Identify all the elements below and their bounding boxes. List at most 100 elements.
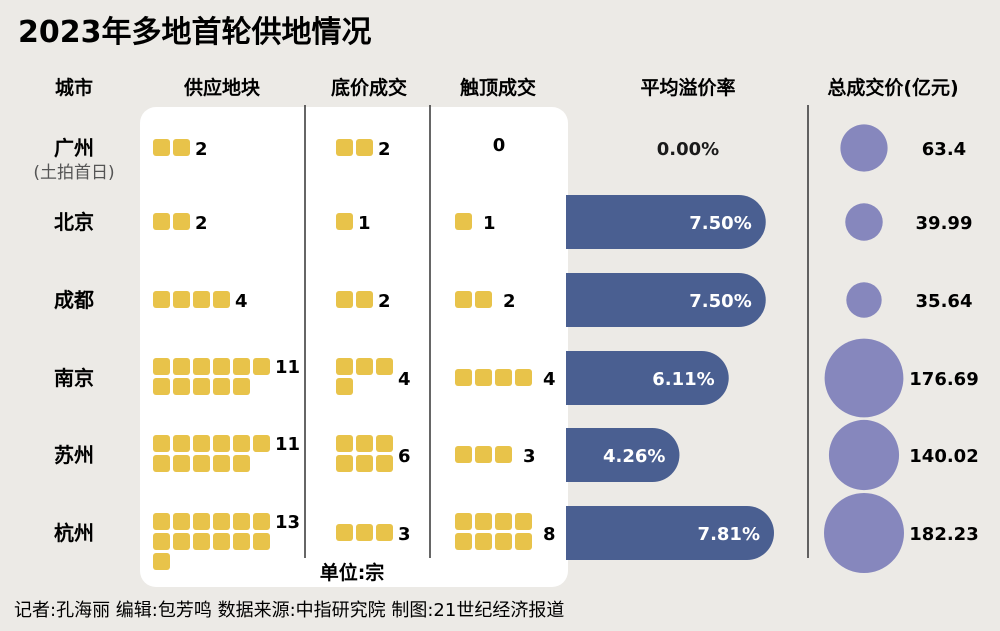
city-label: 南京 bbox=[54, 366, 94, 390]
supply-block bbox=[233, 533, 250, 550]
top-block bbox=[475, 446, 492, 463]
top-block bbox=[455, 291, 472, 308]
floor-count: 6 bbox=[398, 446, 411, 467]
total-label: 182.23 bbox=[909, 524, 978, 545]
supply-block bbox=[173, 455, 190, 472]
supply-block bbox=[153, 533, 170, 550]
total-bubble bbox=[845, 203, 883, 241]
premium-label: 4.26% bbox=[603, 446, 665, 467]
supply-block bbox=[213, 513, 230, 530]
premium-bar bbox=[566, 428, 680, 482]
floor-block bbox=[336, 524, 353, 541]
floor-count: 2 bbox=[378, 139, 391, 160]
total-label: 176.69 bbox=[909, 369, 978, 390]
total-bubble bbox=[828, 419, 900, 491]
credits: 记者:孔海丽 编辑:包芳鸣 数据来源:中指研究院 制图:21世纪经济报道 bbox=[14, 600, 564, 621]
floor-block bbox=[336, 139, 353, 156]
floor-block bbox=[356, 358, 373, 375]
city-label: 广州 bbox=[54, 136, 94, 160]
supply-block bbox=[173, 533, 190, 550]
floor-block bbox=[376, 435, 393, 452]
floor-block bbox=[376, 358, 393, 375]
top-block bbox=[515, 369, 532, 386]
supply-block bbox=[173, 291, 190, 308]
floor-block bbox=[376, 455, 393, 472]
top-block bbox=[455, 533, 472, 550]
supply-block bbox=[253, 435, 270, 452]
supply-block bbox=[253, 513, 270, 530]
supply-count: 2 bbox=[195, 213, 208, 234]
total-bubble bbox=[824, 493, 904, 573]
total-label: 35.64 bbox=[916, 291, 973, 312]
supply-count: 4 bbox=[235, 291, 248, 312]
supply-block bbox=[193, 455, 210, 472]
supply-block bbox=[153, 435, 170, 452]
header-supply: 供应地块 bbox=[183, 76, 261, 99]
top-block bbox=[455, 213, 472, 230]
supply-count: 2 bbox=[195, 139, 208, 160]
supply-block bbox=[233, 513, 250, 530]
total-label: 39.99 bbox=[916, 213, 973, 234]
premium-bar bbox=[566, 195, 766, 249]
city-label: 成都 bbox=[54, 288, 94, 312]
premium-label: 7.81% bbox=[698, 524, 760, 545]
premium-bar bbox=[566, 506, 774, 560]
top-block bbox=[455, 369, 472, 386]
premium-label: 6.11% bbox=[652, 369, 714, 390]
supply-block bbox=[153, 358, 170, 375]
supply-count: 11 bbox=[275, 434, 300, 455]
floor-block bbox=[356, 455, 373, 472]
header-total: 总成交价(亿元) bbox=[827, 76, 958, 99]
top-block bbox=[475, 291, 492, 308]
top-block bbox=[495, 533, 512, 550]
total-bubble bbox=[824, 338, 904, 418]
city-label: 杭州 bbox=[54, 521, 94, 545]
floor-block bbox=[336, 435, 353, 452]
floor-block bbox=[336, 378, 353, 395]
supply-block bbox=[213, 455, 230, 472]
supply-block bbox=[153, 291, 170, 308]
header-top: 触顶成交 bbox=[460, 76, 536, 99]
total-bubble bbox=[846, 282, 882, 318]
floor-count: 2 bbox=[378, 291, 391, 312]
supply-block bbox=[153, 378, 170, 395]
total-bubble bbox=[840, 124, 888, 172]
premium-label: 7.50% bbox=[689, 291, 751, 312]
floor-count: 1 bbox=[358, 213, 371, 234]
supply-block bbox=[173, 358, 190, 375]
top-block bbox=[515, 513, 532, 530]
supply-block bbox=[173, 513, 190, 530]
supply-block bbox=[153, 513, 170, 530]
top-block bbox=[495, 446, 512, 463]
supply-block bbox=[193, 358, 210, 375]
floor-block bbox=[356, 291, 373, 308]
supply-block bbox=[253, 358, 270, 375]
top-block bbox=[455, 446, 472, 463]
header-city: 城市 bbox=[55, 76, 93, 99]
premium-bar bbox=[566, 351, 729, 405]
top-count: 8 bbox=[543, 524, 556, 545]
city-label: 北京 bbox=[54, 210, 94, 234]
supply-block bbox=[213, 378, 230, 395]
supply-block bbox=[173, 435, 190, 452]
supply-block bbox=[173, 139, 190, 156]
floor-count: 4 bbox=[398, 369, 411, 390]
premium-label: 7.50% bbox=[689, 213, 751, 234]
top-count: 1 bbox=[483, 213, 496, 234]
floor-block bbox=[356, 139, 373, 156]
supply-block bbox=[213, 533, 230, 550]
supply-block bbox=[173, 378, 190, 395]
supply-block bbox=[233, 435, 250, 452]
total-label: 63.4 bbox=[922, 139, 966, 160]
top-block bbox=[515, 533, 532, 550]
top-block bbox=[475, 513, 492, 530]
supply-count: 13 bbox=[275, 512, 300, 533]
top-block bbox=[495, 513, 512, 530]
supply-block bbox=[213, 358, 230, 375]
top-count: 4 bbox=[543, 369, 556, 390]
supply-count: 11 bbox=[275, 357, 300, 378]
floor-block bbox=[336, 358, 353, 375]
floor-block bbox=[356, 524, 373, 541]
supply-block bbox=[193, 513, 210, 530]
